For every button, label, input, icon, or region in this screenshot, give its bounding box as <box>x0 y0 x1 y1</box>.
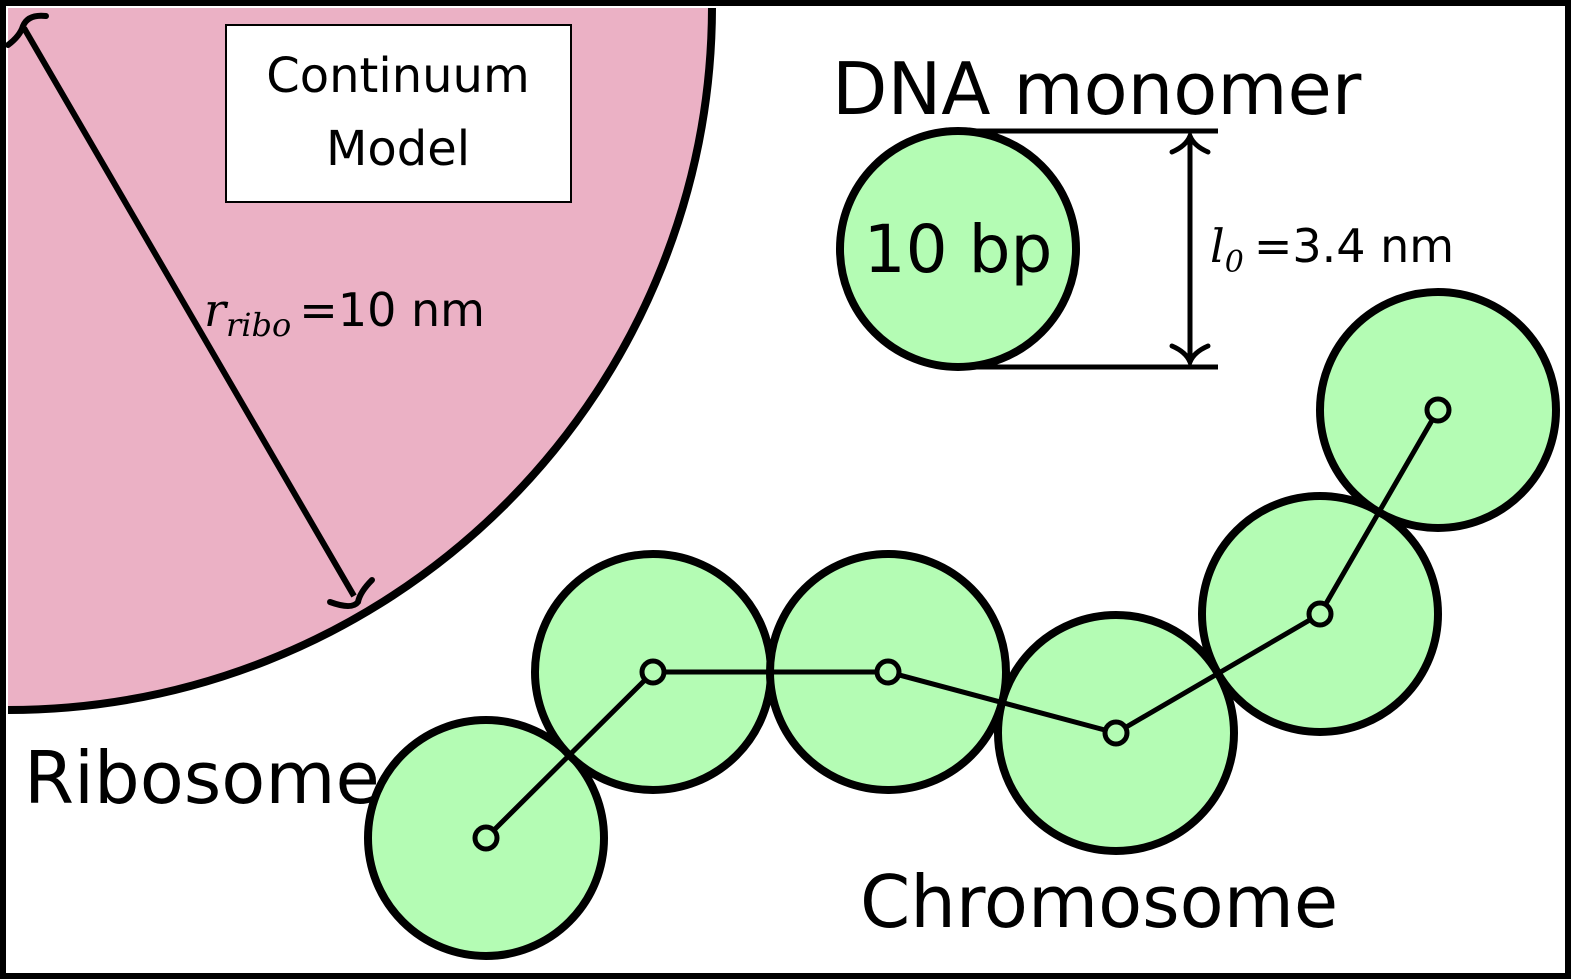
ribosome-boundary <box>8 8 716 714</box>
chromosome-node <box>472 824 500 852</box>
arrowhead-top <box>5 12 49 48</box>
monomer-title: DNA monomer <box>832 47 1362 131</box>
chromosome-node <box>639 658 667 686</box>
chromosome-label: Chromosome <box>860 860 1338 944</box>
ribosome-radius-arrow <box>5 12 375 609</box>
chromosome-node <box>1306 600 1334 628</box>
monomer-content: 10 bp <box>864 211 1053 288</box>
monomer-length-arrow <box>1169 129 1211 369</box>
length-symbol: l <box>1210 219 1225 273</box>
length-subscript: 0 <box>1225 245 1244 280</box>
radius-symbol: r <box>204 283 229 337</box>
radius-subscript: ribo <box>226 306 291 344</box>
ribosome-label: Ribosome <box>24 736 380 820</box>
monomer-circle <box>836 127 1080 371</box>
continuum-label-line2: Model <box>326 121 470 177</box>
arrowhead-down <box>1169 343 1211 369</box>
arrowhead-up <box>1169 129 1211 155</box>
chromosome-node <box>874 658 902 686</box>
length-value: =3.4 nm <box>1254 219 1454 273</box>
arrowhead-bottom <box>327 577 375 609</box>
continuum-label-line1: Continuum <box>266 48 529 104</box>
chromosome-chain <box>364 288 1560 960</box>
ribosome-radius-label: rribo =10 nm <box>204 283 485 344</box>
continuum-model-box <box>225 24 572 203</box>
radius-value: =10 nm <box>299 283 485 337</box>
chromosome-node <box>1102 719 1130 747</box>
chromosome-node <box>1424 396 1452 424</box>
chromosome-backbone <box>484 408 1441 840</box>
monomer-length-label: l0 =3.4 nm <box>1210 219 1454 280</box>
